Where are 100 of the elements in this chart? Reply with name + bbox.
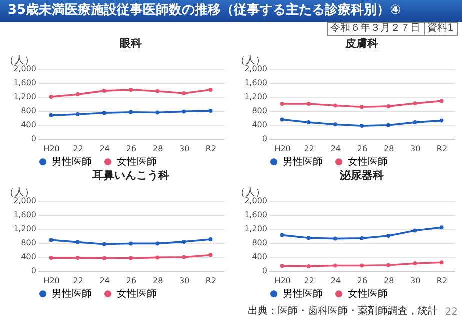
y-tick-label: 1,600: [244, 78, 268, 88]
point: [156, 89, 160, 94]
x-tick-label: R2: [436, 276, 448, 286]
point: [102, 242, 106, 246]
point: [280, 118, 284, 122]
legend-label: 女性医師: [348, 156, 388, 168]
legend-label: 男性医師: [52, 288, 92, 300]
x-tick-label: R2: [436, 144, 448, 154]
point: [280, 264, 284, 268]
legend-label: 男性医師: [52, 156, 92, 168]
point: [306, 102, 311, 106]
legend-label: 女性医師: [117, 156, 157, 168]
point: [76, 256, 80, 260]
y-tick-label: 1,200: [14, 92, 36, 102]
y-axis-title: （人）: [4, 188, 34, 198]
point: [413, 228, 418, 233]
y-tick-label: 800: [252, 106, 268, 116]
point: [386, 104, 391, 108]
x-tick-label: 30: [410, 144, 421, 154]
point: [360, 124, 364, 128]
x-tick-label: 26: [126, 144, 137, 154]
point: [306, 120, 311, 125]
point: [386, 123, 391, 128]
x-tick-label: 28: [384, 144, 394, 154]
legend-label: 男性医師: [283, 156, 323, 168]
x-tick-label: H20: [274, 144, 291, 154]
point: [386, 263, 391, 268]
y-tick-label: 1,600: [14, 78, 36, 88]
point: [76, 112, 80, 116]
y-tick-label: 1,200: [244, 224, 268, 234]
y-axis-title: （人）: [236, 188, 266, 198]
y-tick-label: 0: [262, 134, 268, 144]
point: [182, 255, 186, 260]
point: [129, 110, 133, 114]
point: [280, 102, 284, 106]
point: [129, 242, 133, 246]
point: [440, 226, 444, 230]
y-tick-label: 800: [252, 238, 268, 248]
point: [76, 92, 80, 97]
y-tick-label: 2,000: [14, 196, 36, 206]
y-tick-label: 1,200: [14, 224, 36, 234]
point: [360, 236, 364, 240]
point: [182, 92, 186, 96]
x-tick-label: 24: [330, 276, 342, 286]
point: [333, 264, 338, 268]
x-tick-label: 28: [384, 276, 394, 286]
point: [413, 120, 418, 125]
point: [49, 238, 54, 242]
text: 資料1: [424, 23, 457, 35]
x-tick-label: H20: [44, 276, 60, 286]
legend-label: 女性医師: [348, 288, 388, 300]
point: [333, 104, 338, 108]
x-tick-label: 24: [330, 144, 342, 154]
x-tick-label: 22: [304, 276, 314, 286]
y-tick-label: 2,000: [244, 64, 268, 74]
point: [102, 256, 106, 260]
x-tick-label: 24: [100, 276, 110, 286]
legend-label: 男性医師: [283, 288, 323, 300]
x-tick-label: 24: [100, 144, 110, 154]
text: 22: [445, 307, 458, 318]
y-tick-label: 400: [252, 252, 268, 262]
x-tick-label: 28: [152, 276, 164, 286]
text: 35歳未満医療施設従事医師数の推移（従事する主たる診療科別）④: [0, 0, 462, 22]
x-tick-label: H20: [44, 144, 60, 154]
point: [333, 122, 338, 127]
chart-title: 皮膚科: [344, 37, 378, 50]
point: [102, 89, 106, 94]
chart-title: 耳鼻いんこう科: [92, 169, 170, 182]
point: [49, 95, 54, 99]
point: [360, 105, 364, 110]
source-note: 出典：医師・歯科医師・薬剤師調査，統計: [248, 304, 438, 318]
point: [129, 88, 133, 92]
point: [413, 102, 418, 106]
y-tick-label: 2,000: [14, 64, 36, 74]
point: [306, 236, 311, 240]
point: [49, 114, 54, 118]
point: [208, 253, 213, 258]
point: [76, 240, 80, 244]
point: [440, 99, 444, 104]
x-tick-label: 30: [180, 276, 190, 286]
chart-title: 眼科: [120, 37, 142, 50]
legend-label: 女性医師: [117, 288, 157, 300]
y-tick-label: 2,000: [244, 196, 268, 206]
y-axis-title: （人）: [236, 56, 266, 66]
point: [413, 262, 418, 266]
point: [440, 260, 444, 265]
x-tick-label: 26: [357, 144, 368, 154]
y-axis-title: （人）: [4, 56, 34, 66]
y-tick-label: 800: [21, 106, 36, 116]
point: [333, 236, 338, 241]
point: [280, 233, 284, 238]
x-tick-label: 30: [180, 144, 190, 154]
x-tick-label: 28: [152, 144, 164, 154]
y-tick-label: 800: [21, 238, 36, 248]
y-tick-label: 400: [21, 252, 36, 262]
x-tick-label: R2: [206, 276, 217, 286]
point: [208, 109, 213, 113]
y-tick-label: 0: [262, 266, 268, 276]
y-tick-label: 400: [252, 120, 268, 130]
x-tick-label: 22: [304, 144, 314, 154]
